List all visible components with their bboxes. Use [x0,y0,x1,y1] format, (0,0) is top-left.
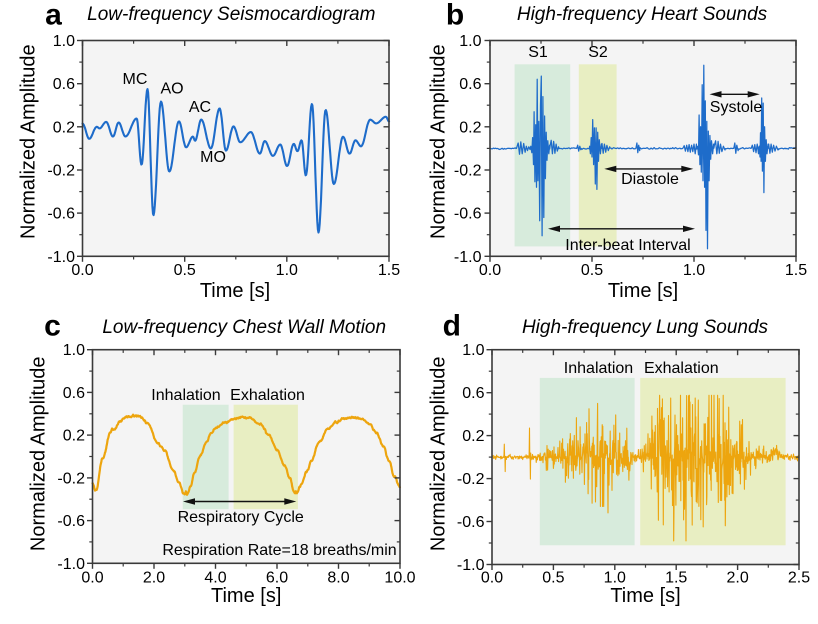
svg-text:-0.6: -0.6 [454,206,482,223]
svg-text:-0.6: -0.6 [47,206,75,223]
svg-text:AC: AC [189,99,211,116]
svg-text:2.0: 2.0 [143,570,165,587]
svg-text:1.0: 1.0 [683,262,705,279]
svg-text:MO: MO [200,149,226,166]
svg-text:0.2: 0.2 [53,119,75,136]
svg-text:a: a [45,0,62,32]
svg-text:Inter-beat Interval: Inter-beat Interval [565,237,690,254]
svg-text:6.0: 6.0 [266,570,288,587]
svg-text:1.0: 1.0 [462,342,484,359]
svg-text:0.5: 0.5 [174,262,196,279]
svg-text:Inhalation: Inhalation [564,360,633,377]
svg-text:1.0: 1.0 [604,570,626,587]
svg-text:-1.0: -1.0 [57,556,85,573]
svg-text:8.0: 8.0 [327,570,349,587]
svg-text:0.6: 0.6 [459,76,481,93]
svg-text:S1: S1 [528,44,548,61]
svg-text:2.5: 2.5 [788,570,810,587]
svg-text:1.0: 1.0 [63,342,85,359]
svg-text:0.5: 0.5 [581,262,603,279]
svg-text:0.5: 0.5 [542,570,564,587]
svg-text:b: b [446,0,464,32]
svg-text:High-frequency Lung Sounds: High-frequency Lung Sounds [522,317,769,338]
svg-text:1.0: 1.0 [53,33,75,50]
svg-text:1.0: 1.0 [459,33,481,50]
svg-text:0.0: 0.0 [481,570,503,587]
svg-text:Normalized Amplitude: Normalized Amplitude [27,357,49,552]
svg-text:0.0: 0.0 [81,570,103,587]
svg-text:-0.2: -0.2 [57,470,85,487]
svg-text:2.0: 2.0 [726,570,748,587]
svg-text:Time [s]: Time [s] [200,280,270,302]
svg-text:Normalized Amplitude: Normalized Amplitude [428,44,450,239]
svg-text:Inhalation: Inhalation [151,387,220,404]
svg-text:Respiratory Cycle: Respiratory Cycle [178,509,304,526]
svg-text:0.2: 0.2 [63,428,85,445]
svg-text:-1.0: -1.0 [457,557,485,574]
svg-text:Time [s]: Time [s] [608,280,678,302]
svg-text:Time [s]: Time [s] [211,585,281,607]
svg-text:Diastole: Diastole [621,171,679,188]
svg-text:Normalized Amplitude: Normalized Amplitude [427,357,449,552]
svg-text:S2: S2 [588,44,608,61]
svg-text:MC: MC [123,71,148,88]
svg-text:1.5: 1.5 [665,570,687,587]
svg-text:c: c [44,309,61,342]
svg-text:0.6: 0.6 [53,76,75,93]
svg-text:10.0: 10.0 [384,570,415,587]
svg-text:0.0: 0.0 [479,262,501,279]
svg-text:High-frequency Heart Sounds: High-frequency Heart Sounds [517,4,768,25]
svg-text:0.2: 0.2 [459,119,481,136]
svg-text:0.6: 0.6 [462,385,484,402]
svg-text:4.0: 4.0 [204,570,226,587]
svg-text:Normalized Amplitude: Normalized Amplitude [18,44,40,239]
svg-text:1.5: 1.5 [785,262,807,279]
svg-text:d: d [443,310,461,343]
svg-text:0.0: 0.0 [71,262,93,279]
svg-text:-0.2: -0.2 [457,471,485,488]
svg-text:Time [s]: Time [s] [610,585,680,607]
svg-text:-0.6: -0.6 [57,513,85,530]
svg-text:-1.0: -1.0 [454,249,482,266]
svg-text:Exhalation: Exhalation [230,387,305,404]
svg-text:1.0: 1.0 [276,262,298,279]
svg-text:Respiration Rate=18 breaths/mi: Respiration Rate=18 breaths/min [162,542,396,559]
svg-text:Low-frequency Chest Wall Motio: Low-frequency Chest Wall Motion [102,317,386,338]
svg-text:0.2: 0.2 [462,428,484,445]
svg-text:AO: AO [160,81,183,98]
svg-text:-0.2: -0.2 [47,163,75,180]
svg-text:-1.0: -1.0 [47,249,75,266]
svg-text:Systole: Systole [710,99,763,116]
svg-text:Low-frequency Seismocardiogram: Low-frequency Seismocardiogram [87,4,375,25]
svg-text:1.5: 1.5 [378,262,400,279]
svg-text:-0.6: -0.6 [457,514,485,531]
svg-text:0.6: 0.6 [63,385,85,402]
svg-text:Exhalation: Exhalation [644,360,719,377]
svg-text:-0.2: -0.2 [454,163,482,180]
